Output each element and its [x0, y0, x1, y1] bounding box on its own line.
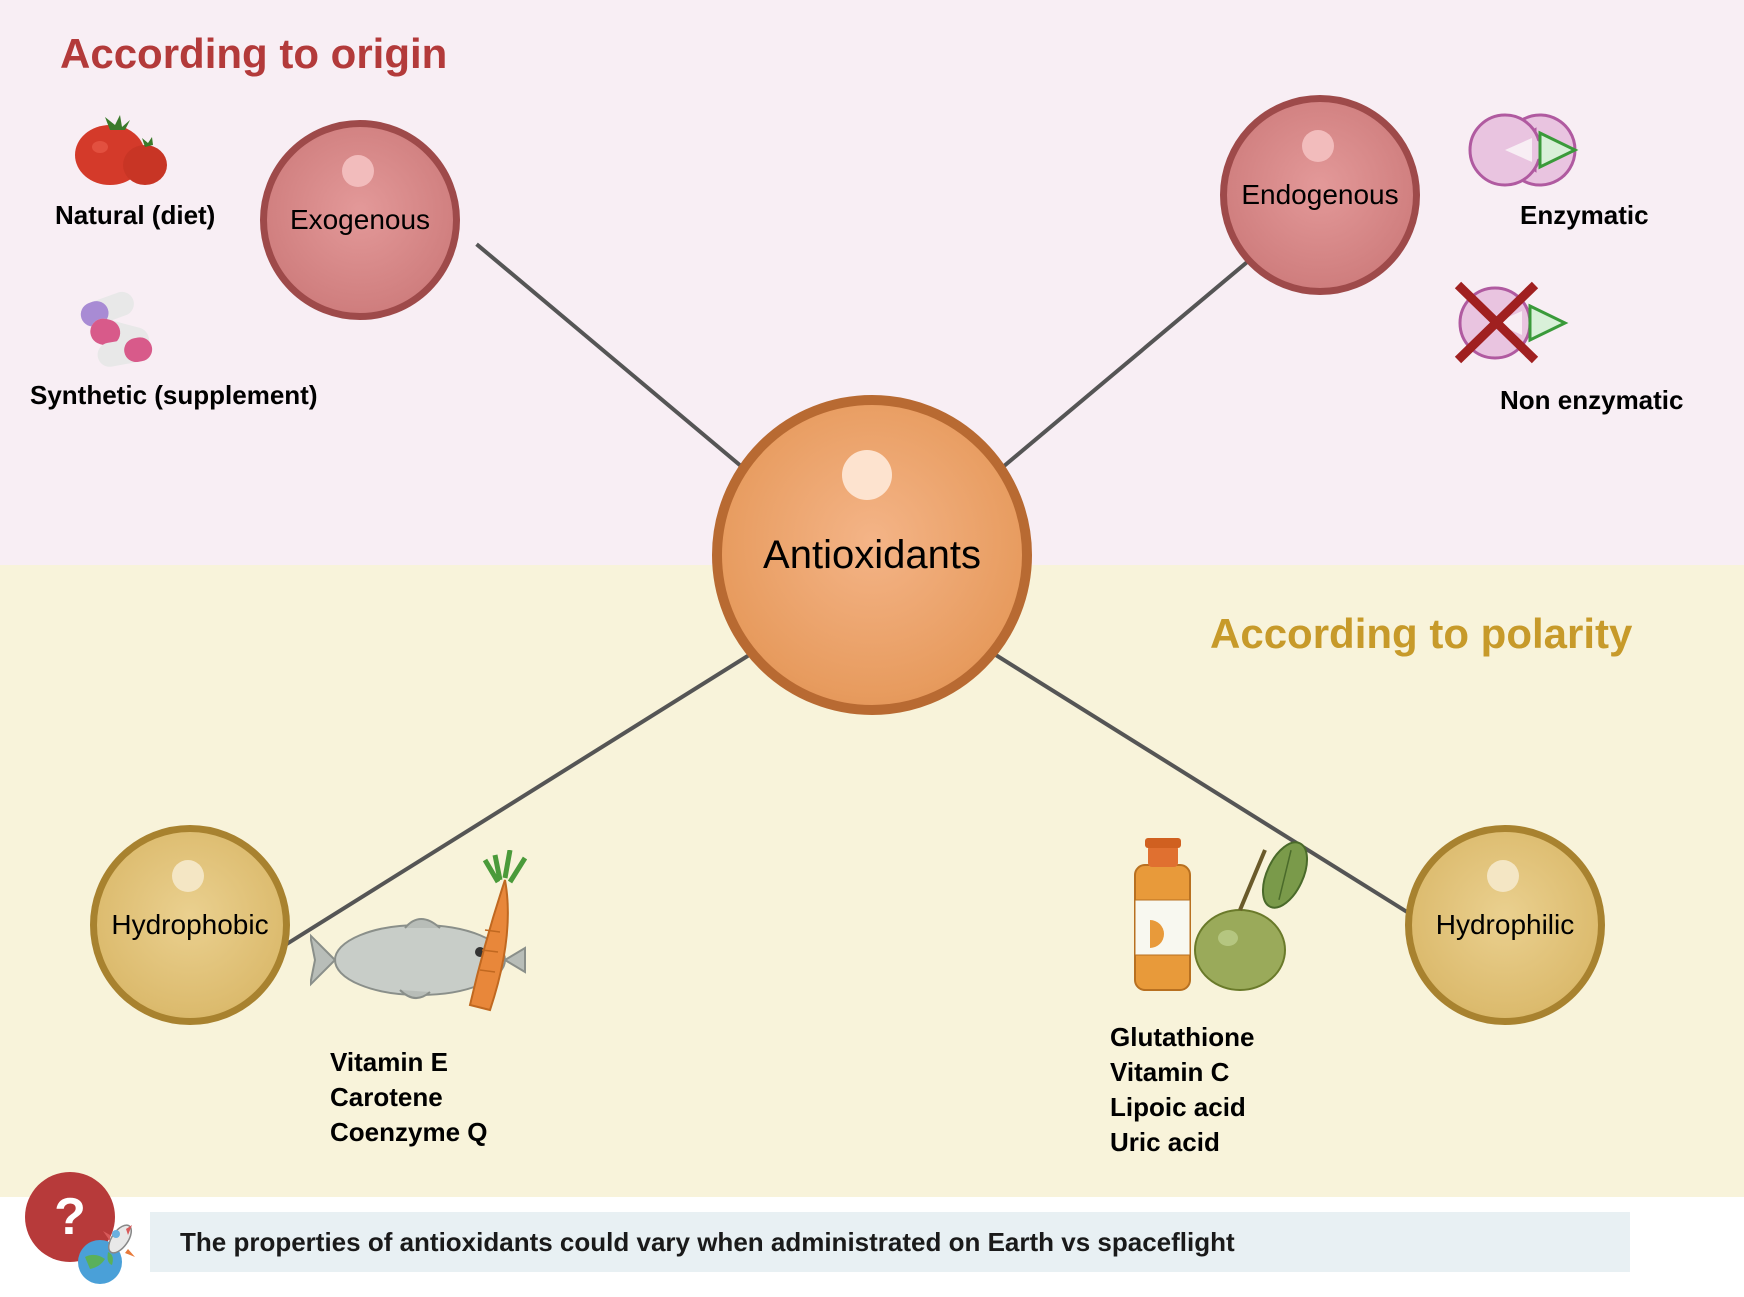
- example-item: Lipoic acid: [1110, 1090, 1254, 1125]
- footer-badge: ?: [25, 1172, 135, 1282]
- label-enzymatic: Enzymatic: [1520, 200, 1649, 231]
- footer-text: The properties of antioxidants could var…: [180, 1227, 1235, 1258]
- node-hydrophobic: Hydrophobic: [90, 825, 290, 1025]
- label-natural: Natural (diet): [55, 200, 215, 231]
- enzyme-icon: [1460, 100, 1580, 205]
- node-antioxidants: Antioxidants: [712, 395, 1032, 715]
- pills-icon: [55, 280, 185, 375]
- node-exogenous: Exogenous: [260, 120, 460, 320]
- node-antioxidants-label: Antioxidants: [763, 533, 981, 578]
- node-endogenous: Endogenous: [1220, 95, 1420, 295]
- example-item: Coenzyme Q: [330, 1115, 488, 1150]
- enzyme-crossed-icon: [1440, 265, 1580, 385]
- example-item: Vitamin E: [330, 1045, 488, 1080]
- fish-carrot-icon: [310, 850, 570, 1035]
- example-item: Uric acid: [1110, 1125, 1254, 1160]
- example-item: Vitamin C: [1110, 1055, 1254, 1090]
- title-polarity: According to polarity: [1210, 610, 1632, 658]
- tomato-icon: [70, 105, 180, 195]
- node-hydrophilic-label: Hydrophilic: [1436, 909, 1575, 941]
- example-item: Glutathione: [1110, 1020, 1254, 1055]
- node-endogenous-label: Endogenous: [1241, 179, 1398, 211]
- node-exogenous-label: Exogenous: [290, 204, 430, 236]
- node-hydrophilic: Hydrophilic: [1405, 825, 1605, 1025]
- juice-olive-icon: [1110, 820, 1310, 1015]
- label-non-enzymatic: Non enzymatic: [1500, 385, 1684, 416]
- label-synthetic: Synthetic (supplement): [30, 380, 317, 411]
- example-item: Carotene: [330, 1080, 488, 1115]
- earth-rocket-icon: [70, 1217, 140, 1287]
- footer-note: The properties of antioxidants could var…: [150, 1212, 1630, 1272]
- examples-hydrophilic: Glutathione Vitamin C Lipoic acid Uric a…: [1110, 1020, 1254, 1160]
- examples-hydrophobic: Vitamin E Carotene Coenzyme Q: [330, 1045, 488, 1150]
- node-hydrophobic-label: Hydrophobic: [111, 909, 268, 941]
- title-origin: According to origin: [60, 30, 447, 78]
